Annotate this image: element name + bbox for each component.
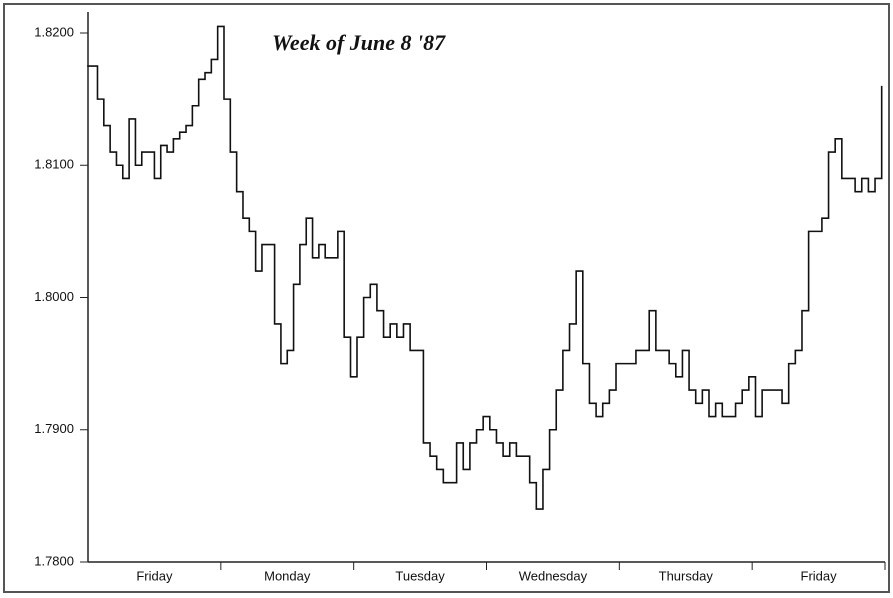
y-tick-label: 1.7800 [34,553,74,568]
x-tick-label: Friday [801,568,838,583]
x-tick-label: Tuesday [395,568,445,583]
x-tick-label: Friday [136,568,173,583]
x-tick-label: Wednesday [519,568,588,583]
price-line [87,25,883,510]
x-tick-label: Monday [264,568,311,583]
x-tick-label: Thursday [659,568,714,583]
y-tick-label: 1.8000 [34,289,74,304]
y-tick-label: 1.7900 [34,421,74,436]
y-tick-label: 1.8200 [34,24,74,39]
chart-title: Week of June 8 '87 [272,30,446,55]
y-tick-label: 1.8100 [34,157,74,172]
frame [3,3,890,593]
